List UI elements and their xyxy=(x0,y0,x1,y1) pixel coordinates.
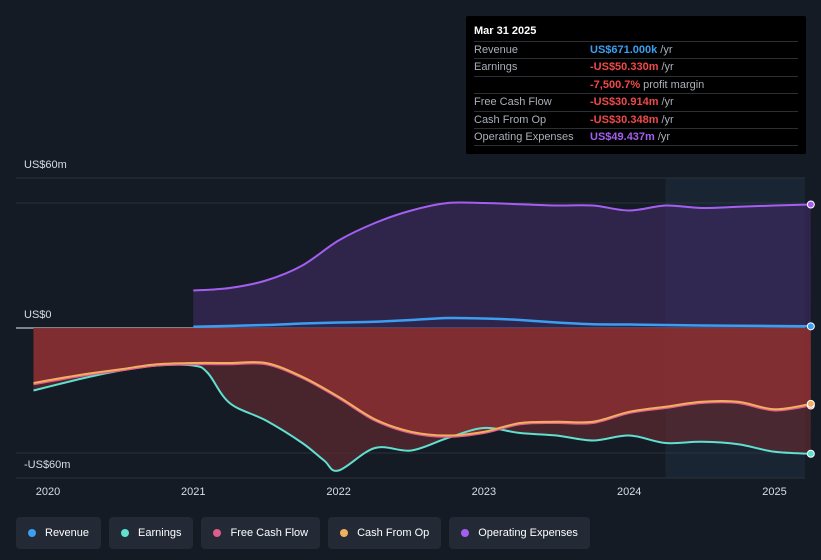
revenue-line xyxy=(193,316,811,329)
x-tick-label: 2020 xyxy=(36,486,60,498)
tooltip-row-label: Cash From Op xyxy=(474,113,547,126)
tooltip-row: Cash From Op -US$30.348m/yr xyxy=(474,112,798,129)
tooltip-row-label: Revenue xyxy=(474,44,519,56)
free-cash-flow-line xyxy=(33,362,811,438)
tooltip-row: Revenue US$671.000k/yr xyxy=(474,42,798,60)
x-tick-label: 2024 xyxy=(617,486,641,498)
chart-end-dots xyxy=(806,200,815,458)
legend-item-free-cash-flow[interactable]: Free Cash Flow xyxy=(201,517,321,549)
tooltip-row-unit: profit margin xyxy=(643,78,705,91)
legend-item-revenue[interactable]: Revenue xyxy=(16,517,102,549)
tooltip-row: -7,500.7% profit margin xyxy=(474,77,798,95)
x-tick-label: 2023 xyxy=(472,486,496,498)
operating-expenses-line xyxy=(193,201,811,292)
legend-dot-icon xyxy=(340,529,349,537)
tooltip-rows: Revenue US$671.000k/yr Earnings -US$50.330m… xyxy=(474,42,798,147)
x-tick-label: 2025 xyxy=(762,486,786,498)
legend-label: Operating Expenses xyxy=(478,527,578,539)
tooltip-row-value: US$49.437m xyxy=(590,130,655,143)
chart-lines xyxy=(33,201,811,472)
tooltip-row-unit: /yr xyxy=(661,96,674,109)
revenue-end-dot xyxy=(806,322,815,331)
chart-legend: Revenue Earnings Free Cash Flow Cash From O… xyxy=(16,517,590,549)
y-tick-label: US$0 xyxy=(24,309,52,321)
tooltip-row-value: US$671.000k xyxy=(590,44,658,56)
legend-item-cash-from-op[interactable]: Cash From Op xyxy=(328,517,442,549)
cash-from-op-line xyxy=(33,360,811,437)
y-axis-labels: US$60m US$0 -US$60m xyxy=(24,159,70,471)
legend-dot-icon xyxy=(461,529,470,537)
operating-expenses-area xyxy=(193,202,811,328)
x-axis-labels: 2020 2021 2022 2023 2024 2025 xyxy=(36,486,787,498)
tooltip-row-unit: /yr xyxy=(657,130,671,143)
tooltip-row-unit: /yr xyxy=(660,44,673,56)
legend-dot-icon xyxy=(28,529,36,537)
tooltip-date: Mar 31 2025 xyxy=(474,22,798,42)
x-tick-label: 2021 xyxy=(181,486,205,498)
tooltip-row-value: -US$30.914m xyxy=(590,96,659,109)
y-tick-label: US$60m xyxy=(24,159,67,171)
legend-label: Cash From Op xyxy=(357,527,430,539)
data-tooltip: Mar 31 2025 Revenue US$671.000k/yr Earning… xyxy=(466,16,806,154)
tooltip-row: Free Cash Flow -US$30.914m/yr xyxy=(474,94,798,112)
legend-item-earnings[interactable]: Earnings xyxy=(109,517,194,549)
free-cash-flow-area xyxy=(33,328,811,437)
tooltip-row-label xyxy=(474,77,590,93)
x-tick-label: 2022 xyxy=(326,486,350,498)
tooltip-row-value: -US$50.330m xyxy=(590,61,659,74)
legend-dot-icon xyxy=(213,529,222,537)
tooltip-row-value: -US$30.348m xyxy=(590,113,659,126)
tooltip-row-unit: /yr xyxy=(661,113,674,126)
legend-label: Free Cash Flow xyxy=(230,527,309,539)
cash-from-op-end-dot xyxy=(806,399,815,408)
legend-label: Revenue xyxy=(45,527,90,539)
legend-dot-icon xyxy=(121,529,130,537)
earnings-end-dot xyxy=(806,449,815,458)
chart-areas xyxy=(33,202,811,471)
y-tick-label: -US$60m xyxy=(24,459,70,471)
operating-expenses-end-dot xyxy=(806,200,815,209)
tooltip-row-label: Free Cash Flow xyxy=(474,96,552,109)
tooltip-row-value: -7,500.7% xyxy=(590,78,641,91)
legend-label: Earnings xyxy=(138,527,182,539)
legend-item-operating-expenses[interactable]: Operating Expenses xyxy=(449,517,590,549)
tooltip-row: Earnings -US$50.330m/yr xyxy=(474,59,798,77)
tooltip-row-label: Operating Expenses xyxy=(474,130,574,143)
tooltip-row: Operating Expenses US$49.437m/yr xyxy=(474,129,798,147)
tooltip-row-unit: /yr xyxy=(661,61,674,74)
tooltip-row-label: Earnings xyxy=(474,61,518,74)
